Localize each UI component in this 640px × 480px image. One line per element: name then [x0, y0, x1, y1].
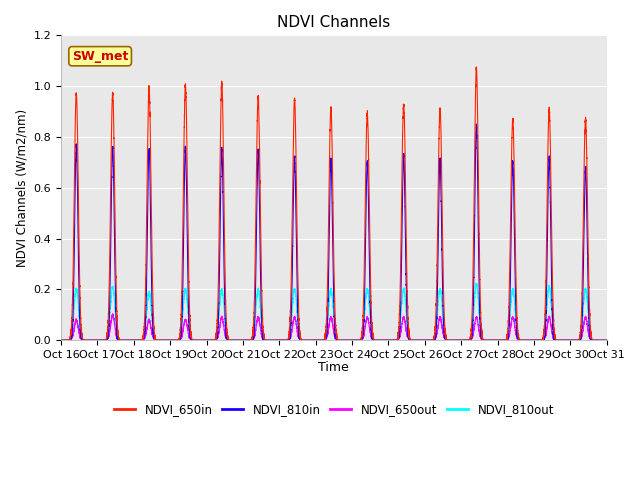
NDVI_810in — [389, 337, 397, 343]
NDVI_810in — [57, 337, 65, 343]
NDVI_810out — [472, 280, 480, 286]
NDVI_810in — [603, 337, 611, 343]
NDVI_810out — [603, 337, 611, 343]
NDVI_650out — [389, 337, 397, 343]
NDVI_810out — [337, 337, 344, 343]
NDVI_650in — [57, 337, 65, 343]
NDVI_810in — [86, 337, 93, 343]
Line: NDVI_810out: NDVI_810out — [61, 283, 607, 340]
Y-axis label: NDVI Channels (W/m2/nm): NDVI Channels (W/m2/nm) — [15, 108, 28, 267]
NDVI_810in — [344, 337, 352, 343]
NDVI_650out — [109, 311, 116, 317]
X-axis label: Time: Time — [319, 361, 349, 374]
NDVI_810out — [198, 337, 206, 343]
NDVI_650in — [138, 337, 146, 343]
NDVI_650out — [337, 337, 344, 343]
NDVI_650in — [344, 337, 352, 343]
NDVI_810out — [86, 337, 93, 343]
Text: SW_met: SW_met — [72, 50, 128, 63]
NDVI_650in — [603, 337, 611, 343]
NDVI_810in — [259, 337, 267, 343]
NDVI_650out — [86, 337, 93, 343]
NDVI_810in — [198, 337, 206, 343]
NDVI_650in — [198, 337, 206, 343]
Line: NDVI_650out: NDVI_650out — [61, 314, 607, 340]
NDVI_650out — [138, 337, 146, 343]
NDVI_810out — [138, 337, 146, 343]
NDVI_650out — [603, 337, 611, 343]
NDVI_650out — [344, 337, 352, 343]
NDVI_650in — [212, 337, 220, 343]
Line: NDVI_650in: NDVI_650in — [61, 67, 607, 340]
NDVI_650in — [472, 64, 480, 70]
NDVI_810in — [337, 337, 344, 343]
NDVI_650out — [57, 337, 65, 343]
NDVI_810out — [389, 337, 397, 343]
NDVI_650out — [198, 337, 206, 343]
NDVI_810in — [472, 121, 480, 127]
Line: NDVI_810in: NDVI_810in — [61, 124, 607, 340]
NDVI_650in — [389, 337, 397, 343]
NDVI_650in — [86, 337, 93, 343]
Title: NDVI Channels: NDVI Channels — [277, 15, 390, 30]
NDVI_810in — [138, 337, 146, 343]
NDVI_810out — [57, 337, 65, 343]
Legend: NDVI_650in, NDVI_810in, NDVI_650out, NDVI_810out: NDVI_650in, NDVI_810in, NDVI_650out, NDV… — [109, 398, 559, 420]
NDVI_810out — [344, 337, 352, 343]
NDVI_650in — [337, 337, 344, 343]
